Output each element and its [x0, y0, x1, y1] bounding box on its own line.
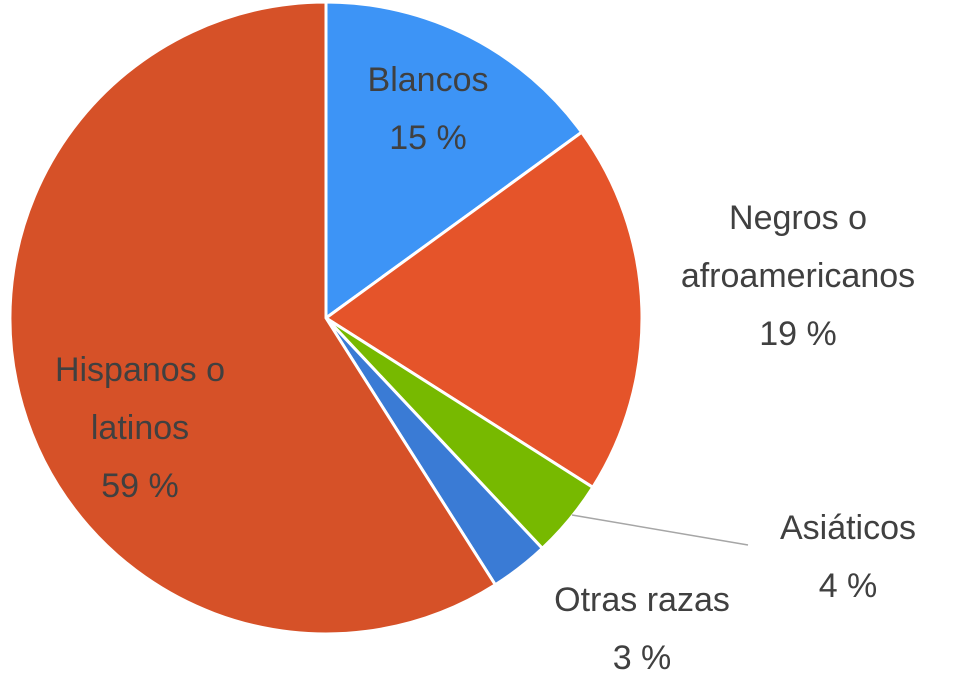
pie-slice — [8, 0, 498, 636]
data-label: Negros o afroamericanos 19 % — [638, 189, 958, 363]
data-label: Blancos 15 % — [328, 51, 528, 167]
value-label: 4 % — [818, 567, 878, 605]
data-label: Asiáticos 4 % — [728, 499, 961, 615]
value-label: 15 % — [389, 119, 467, 157]
category-label: Otras razas — [554, 581, 730, 619]
value-label: 59 % — [101, 467, 179, 505]
category-label: Hispanos o latinos — [54, 351, 226, 447]
data-label: Hispanos o latinos 59 % — [30, 341, 250, 515]
leader-line — [571, 514, 749, 546]
category-label: Blancos — [367, 61, 489, 99]
value-label: 3 % — [612, 639, 672, 677]
value-label: 19 % — [759, 315, 837, 353]
data-label: Otras razas 3 % — [512, 571, 772, 687]
pie-slice — [324, 0, 584, 321]
category-label: Asiáticos — [779, 509, 917, 547]
pie-slice — [323, 130, 644, 490]
category-label: Negros o afroamericanos — [680, 199, 916, 295]
